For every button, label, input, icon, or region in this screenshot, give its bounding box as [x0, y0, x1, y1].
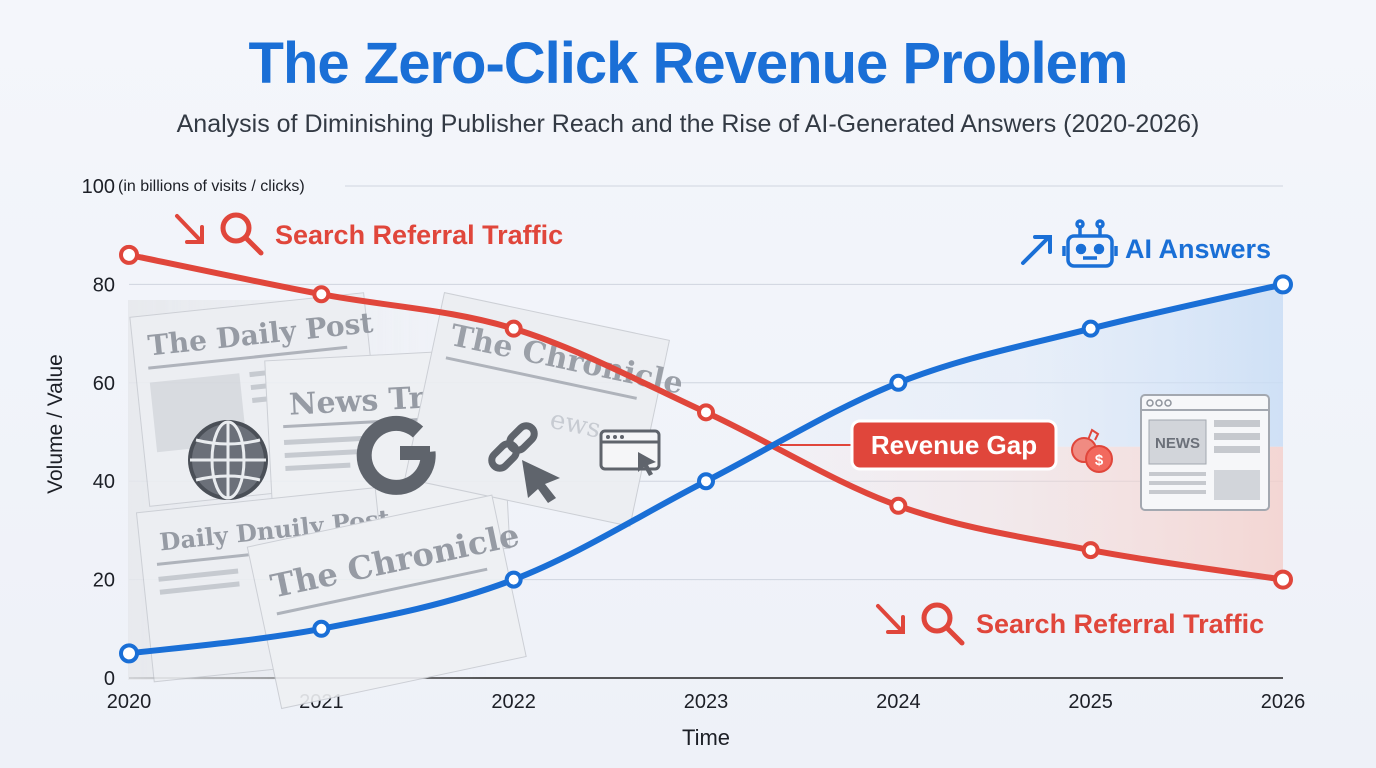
x-tick-label: 2024 [876, 691, 921, 713]
revenue-gap-annotation: Revenue Gap $ [780, 419, 1113, 473]
ai-data-point [697, 472, 715, 491]
search-data-point [1273, 569, 1293, 590]
google-g-icon [356, 415, 436, 495]
search-data-point [312, 285, 331, 304]
search-data-point [889, 496, 908, 515]
ai-data-point [889, 373, 908, 392]
ai-gap-fill [706, 284, 1283, 482]
y-tick-label: 100 [82, 176, 115, 198]
y-tick-label: 40 [93, 471, 115, 493]
svg-text:$: $ [1095, 452, 1104, 469]
ai-data-point [1273, 274, 1293, 295]
ai-series-label: AI Answers [1125, 234, 1271, 264]
page-subtitle: Analysis of Diminishing Publisher Reach … [176, 110, 1200, 138]
search-data-point [1081, 541, 1100, 560]
y-tick-label: 20 [93, 570, 115, 592]
ai-data-point [1081, 319, 1100, 338]
x-tick-label: 2023 [684, 691, 729, 713]
y-axis-ticks: 0 20 40 60 80 100 [82, 176, 115, 690]
robot-icon [1062, 219, 1118, 268]
ai-legend: AI Answers [1021, 219, 1271, 268]
y-tick-label: 0 [104, 668, 115, 690]
y-tick-label: 80 [93, 274, 115, 296]
y-axis-unit-note: (in billions of visits / clicks) [118, 178, 305, 195]
page-title: The Zero-Click Revenue Problem [248, 31, 1129, 96]
search-data-point [504, 319, 523, 338]
coin-icon: $ [1071, 428, 1113, 473]
x-axis-ticks: 2020 2021 2022 2023 2024 2025 2026 [107, 691, 1306, 713]
revenue-gap-label: Revenue Gap [871, 430, 1037, 460]
cursor-icon [522, 460, 560, 503]
search-legend-bottom: Search Referral Traffic [876, 602, 1264, 646]
search-legend-top: Search Referral Traffic [175, 212, 563, 256]
search-data-point [119, 244, 139, 265]
news-page-icon: NEWS [1140, 394, 1270, 511]
trend-up-arrow-icon [1021, 235, 1052, 265]
ai-data-point [312, 619, 331, 638]
y-tick-label: 60 [93, 373, 115, 395]
y-axis-title: Volume / Value [44, 354, 67, 494]
x-tick-label: 2020 [107, 691, 152, 713]
trend-down-arrow-icon [876, 604, 905, 634]
news-card-label: NEWS [1155, 435, 1200, 452]
x-tick-label: 2026 [1261, 691, 1306, 713]
search-gap-fill [706, 412, 1283, 580]
x-tick-label: 2025 [1068, 691, 1113, 713]
search-series-label-bottom: Search Referral Traffic [976, 609, 1264, 639]
search-icon [220, 212, 264, 256]
ai-data-point [504, 570, 523, 589]
globe-icon [188, 420, 268, 500]
browser-window-icon [599, 429, 661, 476]
search-series-label-top: Search Referral Traffic [275, 220, 563, 250]
trend-down-arrow-icon [175, 214, 204, 244]
x-axis-title: Time [682, 725, 730, 750]
search-icon [921, 602, 965, 646]
ai-data-point [119, 643, 139, 664]
x-tick-label: 2022 [491, 691, 536, 713]
link-icon [488, 422, 538, 472]
search-data-point [697, 403, 715, 422]
